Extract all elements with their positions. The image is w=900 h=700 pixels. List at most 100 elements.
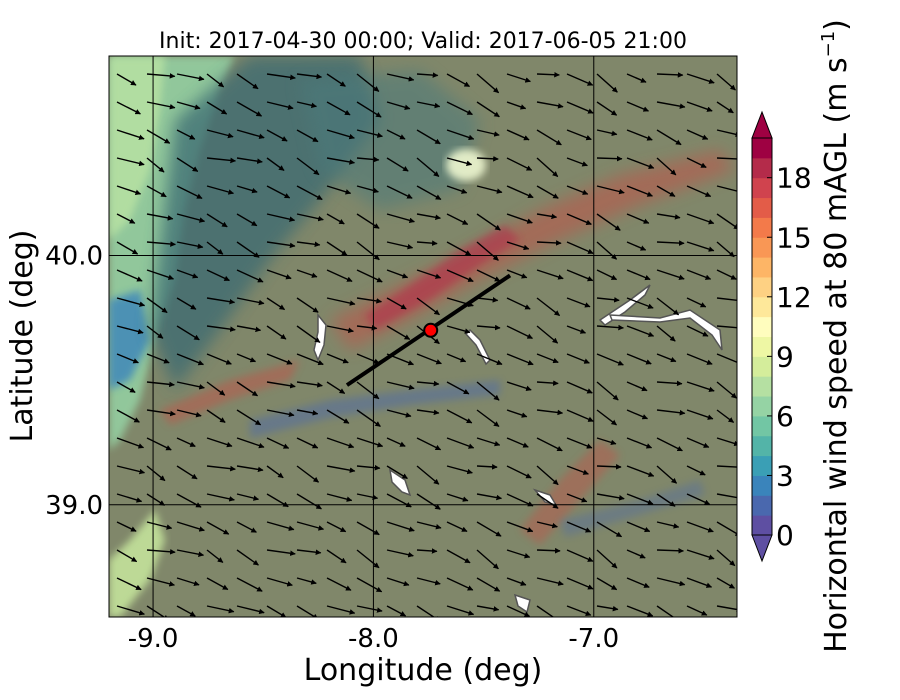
wind-vector — [356, 185, 379, 194]
wind-vector — [296, 213, 324, 222]
wind-vector — [476, 493, 503, 501]
wind-vector — [506, 213, 533, 224]
wind-vector — [176, 353, 204, 366]
wind-vector — [356, 129, 383, 138]
wind-vector — [596, 549, 618, 569]
colorbar-segment — [752, 138, 772, 159]
wind-vector — [476, 605, 500, 612]
wind-vector — [686, 325, 709, 337]
wind-vector — [536, 185, 559, 199]
wind-vector — [446, 381, 470, 395]
wind-vector — [116, 493, 143, 503]
wind-vector — [386, 549, 414, 558]
wind-vector — [206, 549, 224, 563]
wind-vector — [476, 297, 499, 303]
wind-vector — [356, 605, 383, 613]
wind-vector — [596, 577, 618, 591]
wind-vector — [506, 465, 532, 479]
x-tick-label: -7.0 — [568, 624, 619, 654]
wind-vector — [116, 605, 145, 616]
colorbar-segment — [752, 455, 772, 476]
wind-vector — [596, 381, 619, 401]
wind-vector — [716, 577, 735, 589]
wind-vector — [146, 353, 170, 364]
wind-vector — [356, 577, 383, 593]
wind-vector — [596, 437, 617, 446]
colorbar-extend-max — [751, 110, 773, 139]
wind-vector — [266, 381, 296, 389]
wind-vector — [176, 185, 203, 200]
wind-vector — [506, 297, 531, 310]
wind-vector — [686, 269, 712, 280]
wind-vector — [536, 437, 563, 452]
wind-vector — [146, 437, 172, 451]
wind-vector — [686, 437, 710, 448]
wind-vector — [506, 437, 529, 448]
wind-vector — [146, 577, 175, 587]
wind-vector — [206, 493, 235, 502]
wind-vector — [716, 437, 737, 447]
wind-vector — [536, 547, 561, 554]
y-axis-label: Latitude (deg) — [5, 230, 40, 443]
wind-vector — [476, 464, 498, 470]
wind-vector — [686, 73, 715, 84]
wind-vector — [566, 577, 594, 590]
wind-vector — [116, 325, 144, 335]
wind-vector — [596, 493, 625, 501]
wind-vector — [596, 155, 623, 162]
wind-vector — [656, 380, 683, 387]
wind-vector — [716, 241, 735, 258]
colorbar-label-superscript: −1 — [818, 31, 839, 58]
colorbar-segment — [752, 296, 772, 318]
wind-vector — [626, 577, 650, 588]
wind-vector — [596, 521, 622, 538]
wind-vector — [506, 605, 531, 617]
wind-vector — [296, 381, 323, 388]
wind-vector — [206, 437, 233, 448]
wind-vector — [596, 129, 618, 137]
wind-vector — [176, 549, 205, 557]
southern-coast-zone — [109, 510, 165, 617]
wind-vector — [236, 241, 260, 258]
wind-vector — [716, 101, 734, 114]
wind-vector — [416, 269, 442, 279]
wind-vector — [416, 129, 441, 145]
wind-vector — [116, 185, 142, 195]
wind-vector — [206, 73, 225, 88]
wind-vector — [176, 129, 196, 140]
wind-vector — [296, 241, 321, 248]
wind-vector — [266, 297, 286, 311]
x-tick-label: -9.0 — [128, 624, 179, 654]
wind-vector — [596, 409, 617, 426]
wind-vector — [416, 157, 440, 177]
wind-vector — [416, 72, 439, 78]
wind-vector — [626, 381, 648, 392]
wind-vector — [596, 605, 619, 612]
wind-vector — [566, 521, 592, 533]
wind-vector — [656, 213, 681, 220]
wind-vector — [146, 521, 173, 530]
wind-vector — [326, 157, 355, 165]
wind-vector — [146, 73, 176, 79]
wind-vector — [716, 325, 737, 329]
wind-vector — [446, 241, 472, 256]
wind-vector — [386, 101, 411, 110]
map-area — [109, 56, 737, 617]
wind-vector — [566, 185, 589, 195]
wind-vector — [626, 157, 655, 169]
wind-vector — [266, 577, 293, 587]
wind-vector — [476, 129, 500, 137]
wind-vector — [266, 101, 294, 110]
wind-vector — [356, 156, 380, 163]
wind-vector — [416, 409, 440, 416]
wind-vector — [626, 465, 655, 477]
wind-vector — [596, 185, 625, 195]
colorbar-tick-label: 15 — [776, 221, 812, 254]
colorbar-segment — [752, 276, 772, 298]
wind-vector — [116, 101, 141, 115]
wind-vector — [626, 185, 653, 197]
wind-vector — [386, 325, 411, 340]
wind-vector — [236, 493, 259, 501]
wind-vector — [416, 185, 442, 201]
wind-vector — [716, 465, 737, 468]
